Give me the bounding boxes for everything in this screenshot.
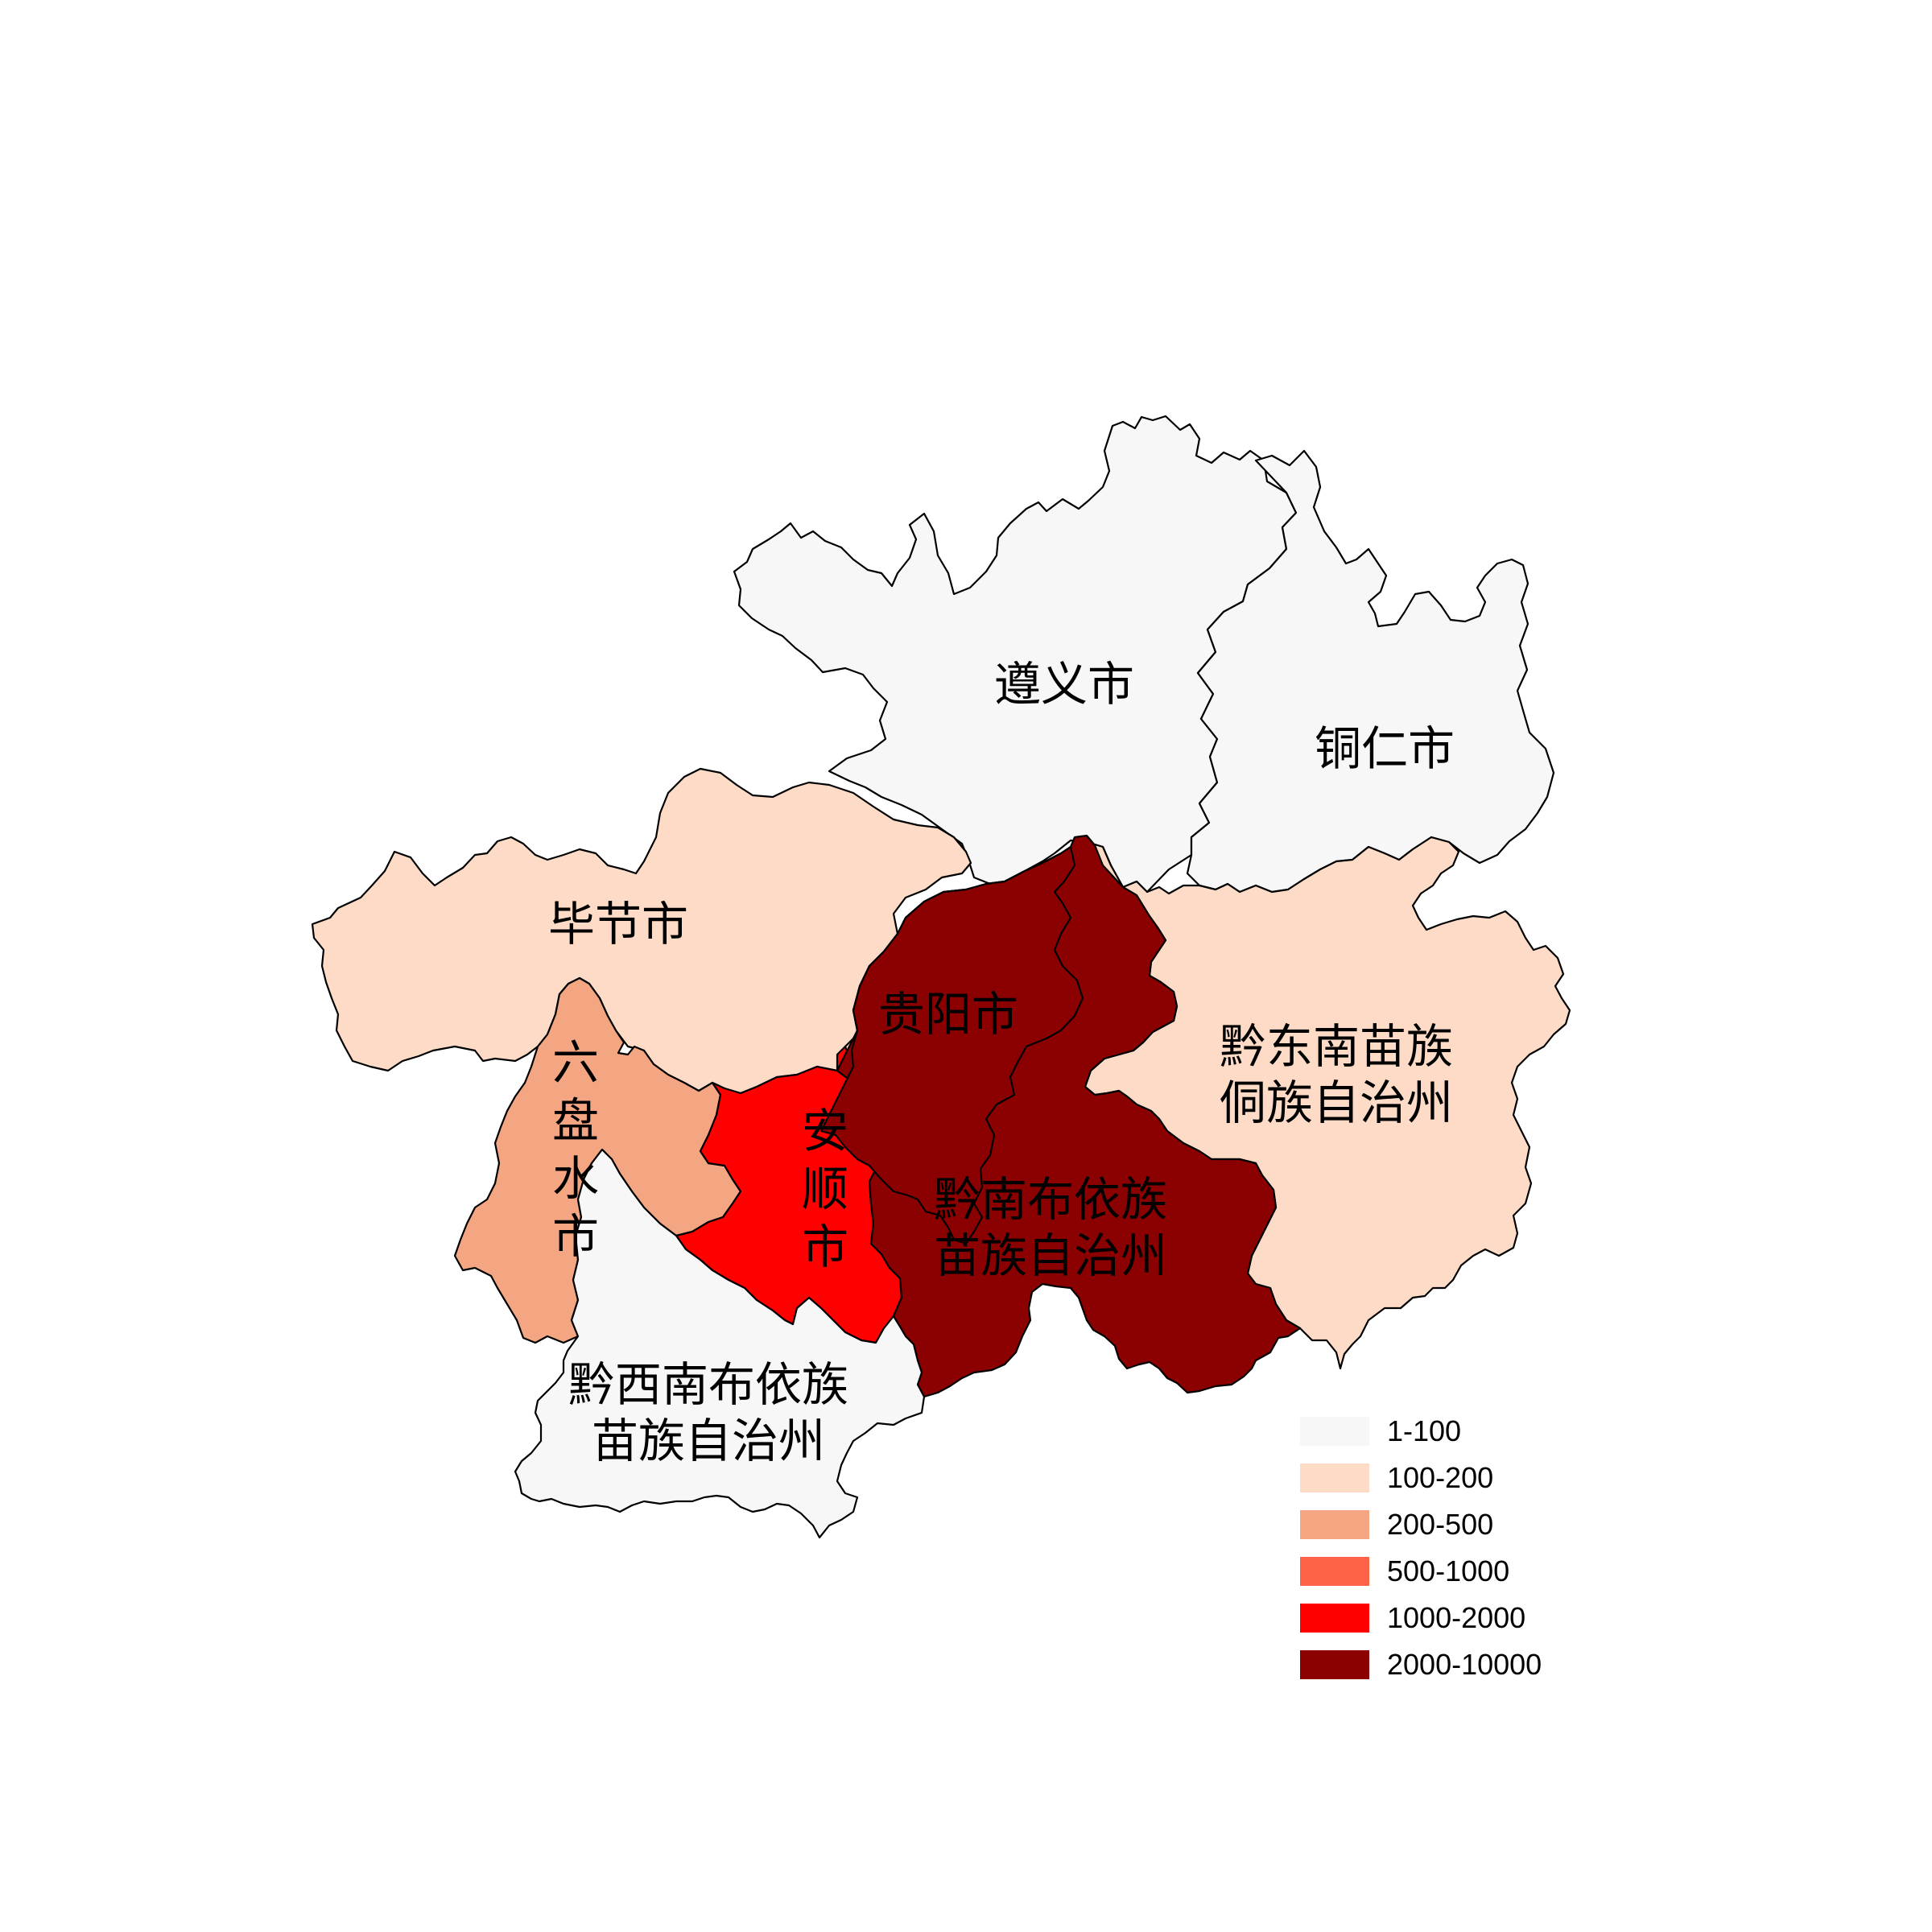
- region-label-liupanshui: 六盘水市: [552, 1035, 599, 1264]
- region-label-line: 安: [802, 1104, 848, 1158]
- region-label-line: 水: [552, 1151, 599, 1206]
- region-label-line: 遵义市: [994, 657, 1134, 712]
- legend-swatch: [1300, 1510, 1369, 1539]
- region-label-anshun: 安顺市: [802, 1104, 848, 1274]
- legend-label: 200-500: [1387, 1508, 1493, 1541]
- region-label-qianxinan: 黔西南布依族苗族自治州: [568, 1357, 848, 1468]
- region-label-line: 苗族自治州: [934, 1228, 1167, 1283]
- legend-label: 1000-2000: [1387, 1601, 1525, 1634]
- legend-swatch: [1300, 1604, 1369, 1633]
- region-label-bijie: 毕节市: [548, 897, 688, 952]
- legend-label: 1-100: [1387, 1414, 1461, 1447]
- legend-item: 1-100: [1300, 1414, 1461, 1447]
- region-label-zunyi: 遵义市: [994, 657, 1134, 712]
- legend-item: 1000-2000: [1300, 1601, 1525, 1634]
- legend-swatch: [1300, 1463, 1369, 1492]
- region-label-qiandongnan: 黔东南苗族侗族自治州: [1220, 1019, 1453, 1130]
- legend-item: 200-500: [1300, 1508, 1493, 1541]
- region-label-line: 市: [552, 1209, 599, 1264]
- region-label-guiyang: 贵阳市: [878, 987, 1018, 1042]
- region-label-line: 盘: [552, 1093, 599, 1148]
- region-qianxinan[interactable]: [514, 1148, 926, 1539]
- legend-swatch: [1300, 1417, 1369, 1446]
- legend-item: 2000-10000: [1300, 1648, 1542, 1681]
- legend-label: 100-200: [1387, 1461, 1493, 1494]
- legend: 1-100 100-200 200-500 500-1000 1000-2000 2000…: [1300, 1414, 1542, 1681]
- region-label-line: 贵阳市: [878, 987, 1018, 1042]
- region-guiyang-outline: [819, 845, 1084, 1245]
- legend-swatch: [1300, 1557, 1369, 1586]
- region-label-line: 苗族自治州: [592, 1414, 825, 1468]
- region-label-line: 毕节市: [548, 897, 688, 952]
- region-label-line: 铜仁市: [1315, 721, 1455, 776]
- region-label-qiannan: 黔南布依族苗族自治州: [934, 1172, 1167, 1283]
- region-tongren[interactable]: [1186, 449, 1555, 894]
- legend-item: 500-1000: [1300, 1554, 1509, 1587]
- legend-label: 2000-10000: [1387, 1648, 1542, 1681]
- region-label-line: 六: [552, 1035, 599, 1090]
- region-label-line: 顺: [802, 1162, 848, 1216]
- region-label-line: 黔西南布依族: [568, 1357, 848, 1412]
- region-label-tongren: 铜仁市: [1315, 721, 1455, 776]
- regions-layer: [311, 415, 1571, 1539]
- legend-swatch: [1300, 1650, 1369, 1679]
- region-label-line: 黔南布依族: [934, 1172, 1167, 1227]
- region-label-line: 侗族自治州: [1220, 1075, 1453, 1130]
- labels-layer: 遵义市铜仁市毕节市贵阳市六盘水市安顺市黔东南苗族侗族自治州黔南布依族苗族自治州黔…: [548, 657, 1455, 1468]
- legend-item: 100-200: [1300, 1461, 1493, 1494]
- region-label-line: 市: [802, 1220, 848, 1274]
- region-label-line: 黔东南苗族: [1220, 1019, 1453, 1074]
- legend-label: 500-1000: [1387, 1554, 1509, 1587]
